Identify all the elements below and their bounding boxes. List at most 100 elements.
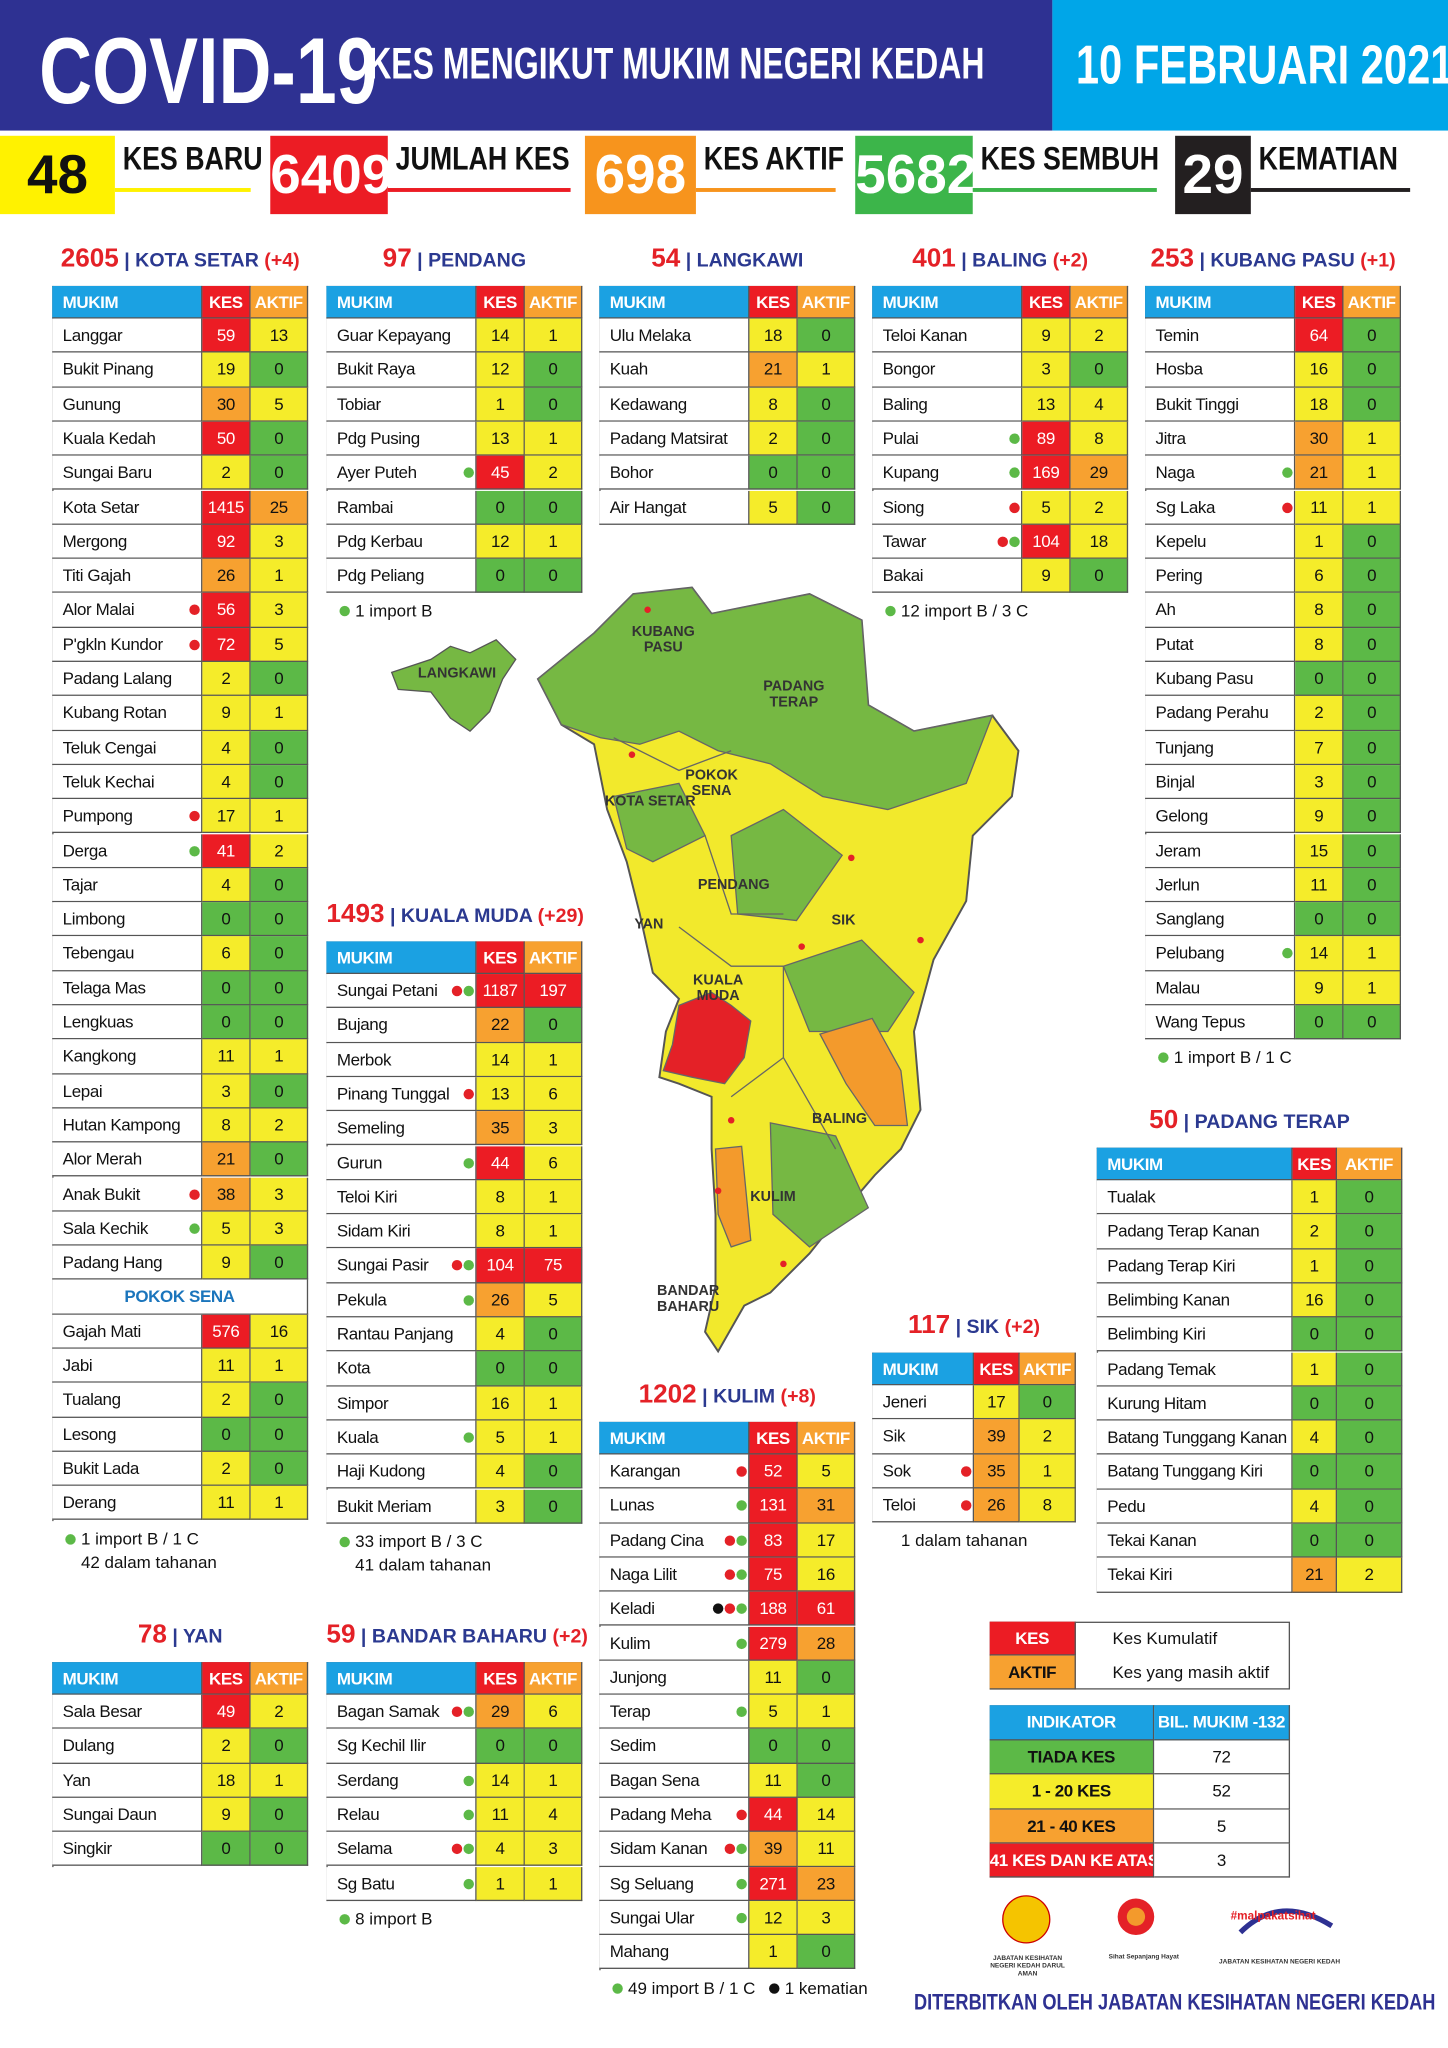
aktif-cell: 0 <box>1343 318 1401 353</box>
district-total: 1493 <box>326 899 385 929</box>
column-header: KES <box>476 285 525 319</box>
kes-cell: 14 <box>1295 936 1344 972</box>
summary-underline <box>972 188 1157 192</box>
kes-cell: 4 <box>1292 1489 1338 1524</box>
aktif-cell: 1 <box>524 1042 583 1078</box>
status-dot <box>736 1637 747 1649</box>
mukim-name: Karangan <box>599 1454 750 1489</box>
aktif-cell: 0 <box>1019 1385 1076 1420</box>
indicator-label: 41 KES DAN KE ATAS <box>989 1843 1155 1878</box>
aktif-cell: 0 <box>1343 387 1401 422</box>
kes-cell: 38 <box>202 1177 251 1212</box>
mukim-name: Putat <box>1145 627 1296 662</box>
aktif-cell: 3 <box>524 1832 583 1867</box>
mukim-name: Selama <box>326 1832 477 1867</box>
aktif-cell: 0 <box>797 1729 856 1764</box>
mukim-name: Kangkong <box>52 1039 203 1075</box>
green-region <box>612 782 706 863</box>
note-dot <box>339 606 350 617</box>
indicator-label: TIADA KES <box>989 1740 1155 1775</box>
column-header: AKTIF <box>524 285 583 319</box>
aktif-cell: 0 <box>250 1074 309 1109</box>
district-name: LANGKAWI <box>696 249 804 272</box>
mukim-name: Bukit Lada <box>52 1451 203 1487</box>
district-change: (+2) <box>1052 249 1089 272</box>
mukim-name: Sungai Petani <box>326 974 477 1009</box>
kes-cell: 17 <box>202 799 251 834</box>
status-dot <box>736 1878 747 1889</box>
kes-cell: 56 <box>202 593 251 628</box>
district-label: BANDAR BAHARU <box>656 1283 720 1315</box>
aktif-cell: 0 <box>1337 1420 1403 1456</box>
mukim-name: Singkir <box>52 1832 203 1867</box>
mukim-name: Lunas <box>599 1488 750 1524</box>
aktif-cell: 0 <box>250 971 309 1006</box>
note: 1 import B / 1 C <box>80 1528 199 1548</box>
column-header: KES <box>974 1352 1020 1386</box>
district-total: 253 <box>1150 244 1195 273</box>
column-header: MUKIM <box>1096 1147 1293 1181</box>
kes-cell: 12 <box>476 352 525 388</box>
district-total: 59 <box>326 1620 356 1650</box>
mukim-name: Semeling <box>326 1111 477 1146</box>
separator: | <box>696 1385 714 1408</box>
kes-cell: 89 <box>1022 421 1071 456</box>
aktif-cell: 0 <box>524 490 583 525</box>
aktif-cell: 25 <box>250 490 309 525</box>
mukim-name: Naga <box>1145 455 1296 491</box>
mukim-name: Wang Tepus <box>1145 1005 1296 1040</box>
case-dots <box>628 606 924 1268</box>
mukim-name: Dulang <box>52 1729 203 1764</box>
separator: | <box>384 904 401 928</box>
column-header: AKTIF <box>1337 1147 1403 1181</box>
aktif-cell: 31 <box>797 1488 856 1524</box>
aktif-cell: 23 <box>797 1866 856 1901</box>
kes-cell: 2 <box>1295 696 1344 731</box>
note-dot <box>65 1533 76 1544</box>
mukim-name: Serdang <box>326 1763 477 1798</box>
district-name: PENDANG <box>428 249 527 272</box>
aktif-cell: 0 <box>1343 868 1401 903</box>
summary-value: 29 <box>1175 135 1251 215</box>
aktif-cell: 0 <box>1343 833 1401 869</box>
header-band <box>0 0 1053 131</box>
column-header: AKTIF <box>797 285 856 319</box>
aktif-cell: 18 <box>1070 524 1129 559</box>
kes-cell: 279 <box>749 1626 798 1661</box>
mukim-name: Padang Temak <box>1096 1352 1293 1387</box>
kes-cell: 11 <box>202 1039 251 1075</box>
aktif-cell: 0 <box>250 455 309 491</box>
aktif-cell: 3 <box>250 593 309 628</box>
aktif-cell: 0 <box>1343 524 1401 559</box>
green-region <box>730 808 844 922</box>
kes-cell: 0 <box>476 490 525 525</box>
mukim-name: Pering <box>1145 558 1296 594</box>
status-dot <box>189 1188 200 1200</box>
column-header: MUKIM <box>52 1662 203 1695</box>
orange-region <box>714 1145 752 1248</box>
aktif-cell: 0 <box>250 1832 309 1867</box>
aktif-cell: 0 <box>797 1660 856 1695</box>
mukim-name: Pekula <box>326 1283 477 1318</box>
note-dot <box>612 1982 623 1994</box>
kes-cell: 5 <box>202 1211 251 1246</box>
mukim-name: Haji Kudong <box>326 1454 477 1490</box>
kes-cell: 0 <box>749 1729 798 1764</box>
kes-cell: 21 <box>202 1142 251 1178</box>
status-dot <box>1009 502 1020 513</box>
status-dot <box>189 845 200 856</box>
kes-cell: 30 <box>1295 421 1344 456</box>
mukim-name: Malau <box>1145 971 1296 1006</box>
aktif-cell: 2 <box>1019 1419 1076 1454</box>
column-header: MUKIM <box>599 1421 750 1455</box>
mukim-name: Kedawang <box>599 387 750 422</box>
kes-cell: 1415 <box>202 490 251 525</box>
table-title: 2605 | KOTA SETAR (+4) <box>52 244 308 274</box>
aktif-cell: 5 <box>250 387 309 422</box>
kes-cell: 0 <box>476 558 525 594</box>
aktif-cell: 1 <box>524 1866 583 1901</box>
column-header: KES <box>1022 285 1071 319</box>
kes-cell: 9 <box>1022 318 1071 353</box>
mukim-name: Bukit Meriam <box>326 1489 477 1524</box>
aktif-cell: 0 <box>1343 902 1401 937</box>
